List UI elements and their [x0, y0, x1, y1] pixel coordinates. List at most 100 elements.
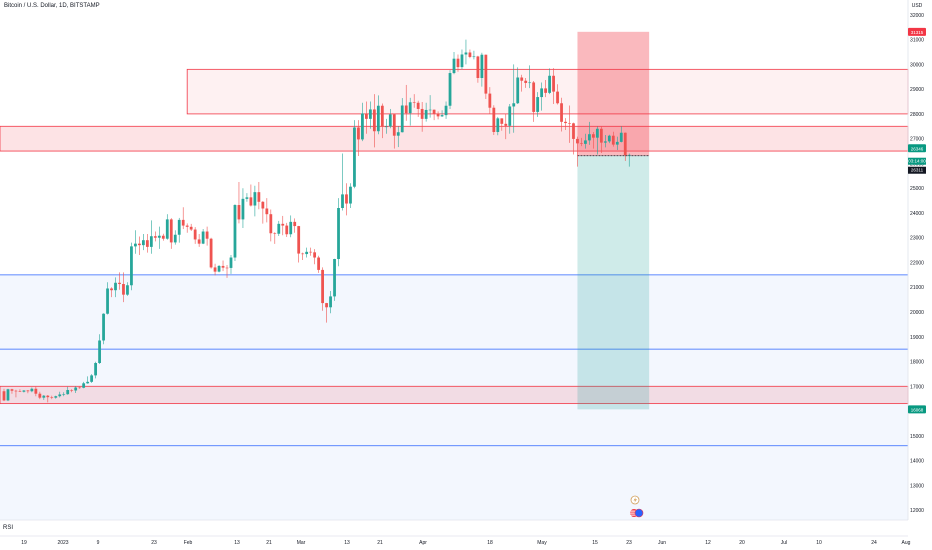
candle-body	[607, 135, 611, 142]
candle	[528, 65, 532, 89]
x-tick-label: 18	[487, 540, 493, 546]
x-tick-label: 13	[234, 540, 240, 546]
x-tick-label: 19	[21, 540, 27, 546]
candle	[357, 120, 360, 156]
candle-body	[623, 132, 627, 156]
candle-body	[488, 93, 492, 108]
x-tick-label: Feb	[184, 540, 193, 546]
candle-body	[181, 219, 185, 226]
x-tick-label: Aug	[902, 540, 911, 546]
candle-body	[102, 313, 105, 341]
y-tick-label: 32000	[910, 13, 924, 19]
candle	[488, 87, 492, 114]
resistance-zone[interactable]	[0, 125, 909, 152]
y-tick-label: 13000	[910, 483, 924, 489]
candle	[496, 116, 500, 136]
y-tick-label: 15000	[910, 434, 924, 440]
candle	[372, 94, 376, 148]
y-tick-label: 23000	[910, 236, 924, 242]
candle-body	[261, 201, 265, 209]
candle	[181, 207, 185, 230]
candle-body	[456, 58, 460, 68]
x-tick-label: 10	[816, 540, 822, 546]
candle-body	[540, 88, 544, 98]
resistance-zone[interactable]	[0, 385, 909, 405]
candle	[552, 68, 555, 104]
candle-body	[520, 77, 524, 81]
candle	[94, 361, 97, 379]
take-profit-area[interactable]	[577, 155, 650, 410]
candle-body	[126, 285, 129, 295]
candle-body	[82, 383, 86, 388]
candle	[380, 103, 384, 139]
candle	[603, 134, 607, 148]
candle	[321, 267, 324, 311]
candle	[70, 389, 74, 393]
candle	[365, 101, 368, 134]
candle	[349, 183, 352, 208]
candle-body	[353, 127, 356, 187]
x-tick-label: 13	[344, 540, 350, 546]
candle	[472, 50, 476, 60]
candle-body	[34, 388, 38, 394]
candle	[193, 227, 197, 244]
candle	[165, 214, 169, 240]
candle-body	[568, 123, 571, 124]
candle-body	[361, 113, 364, 140]
candle-body	[30, 388, 34, 392]
candle	[556, 84, 559, 105]
y-tick-label: 28000	[910, 112, 924, 118]
candle-body	[138, 243, 141, 246]
candle-body	[564, 121, 567, 124]
candle-body	[277, 223, 281, 234]
y-tick-label: 31000	[910, 38, 924, 44]
us-flag-icon[interactable]	[630, 508, 644, 518]
candle-body	[281, 223, 285, 226]
candle-body	[18, 391, 22, 392]
candle-body	[345, 194, 348, 204]
candle	[66, 386, 70, 395]
x-tick-label: Apr	[419, 540, 427, 546]
candle-body	[273, 233, 277, 234]
candle	[98, 334, 101, 364]
candle	[627, 153, 631, 167]
candle	[333, 258, 336, 301]
candle	[576, 136, 579, 167]
candle-body	[496, 118, 500, 132]
candle	[130, 242, 133, 291]
candle	[58, 391, 62, 398]
candle	[341, 153, 344, 211]
candle	[74, 386, 78, 393]
candle	[102, 313, 105, 345]
candle-body	[157, 235, 161, 238]
candle	[615, 136, 619, 151]
candle	[122, 272, 125, 303]
x-tick-label: 23	[151, 540, 157, 546]
candle-body	[584, 140, 587, 144]
x-tick-label: 15	[592, 540, 598, 546]
candle	[253, 185, 257, 217]
entry-price-bg	[908, 166, 926, 174]
candle-body	[464, 52, 468, 55]
candle-body	[237, 205, 241, 220]
candle	[591, 131, 595, 149]
candle-body	[476, 56, 480, 78]
candle	[297, 225, 301, 263]
candle-body	[380, 105, 384, 127]
candle-body	[400, 105, 404, 133]
candle	[313, 249, 317, 265]
rsi-label[interactable]: RSI	[3, 525, 14, 531]
candle-body	[110, 288, 113, 291]
resistance-zone[interactable]	[186, 68, 909, 115]
candle	[456, 54, 460, 72]
candle-body	[26, 390, 30, 392]
candle-body	[213, 267, 217, 272]
candle	[289, 215, 293, 238]
candle	[269, 209, 273, 242]
candle-body	[349, 186, 352, 204]
lightning-icon[interactable]	[630, 495, 640, 505]
x-tick-label: Jul	[781, 540, 787, 546]
candle	[329, 290, 332, 314]
candle	[448, 70, 452, 109]
